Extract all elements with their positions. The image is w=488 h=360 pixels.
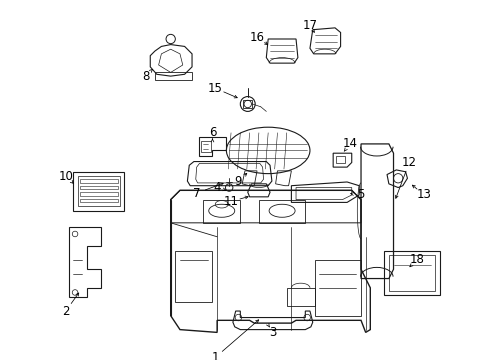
Text: 15: 15	[207, 82, 222, 95]
Text: 5: 5	[357, 189, 364, 202]
Bar	[384, 251, 439, 295]
Text: 16: 16	[249, 31, 264, 44]
Bar	[335, 156, 345, 163]
Bar	[80, 179, 118, 183]
Bar	[243, 100, 252, 108]
Bar	[175, 251, 212, 302]
Text: 3: 3	[268, 326, 276, 339]
Text: 12: 12	[401, 156, 416, 169]
Text: 2: 2	[62, 305, 69, 318]
Bar	[155, 72, 192, 80]
Bar	[80, 199, 118, 202]
Text: 7: 7	[193, 186, 200, 200]
Bar	[78, 176, 120, 206]
Text: 18: 18	[408, 253, 423, 266]
Bar	[388, 255, 434, 291]
Bar	[201, 141, 210, 152]
Text: 11: 11	[223, 195, 238, 208]
Text: 8: 8	[142, 69, 149, 83]
Text: 14: 14	[342, 138, 357, 150]
Bar	[80, 186, 118, 189]
Bar	[314, 260, 360, 316]
Bar	[80, 192, 118, 196]
Text: 13: 13	[416, 189, 431, 202]
Text: 10: 10	[58, 170, 73, 183]
Text: 9: 9	[234, 175, 242, 188]
Text: 6: 6	[208, 126, 216, 139]
Text: 1: 1	[211, 351, 219, 360]
Text: 4: 4	[213, 181, 221, 194]
Bar	[73, 172, 124, 211]
Text: 17: 17	[302, 19, 317, 32]
